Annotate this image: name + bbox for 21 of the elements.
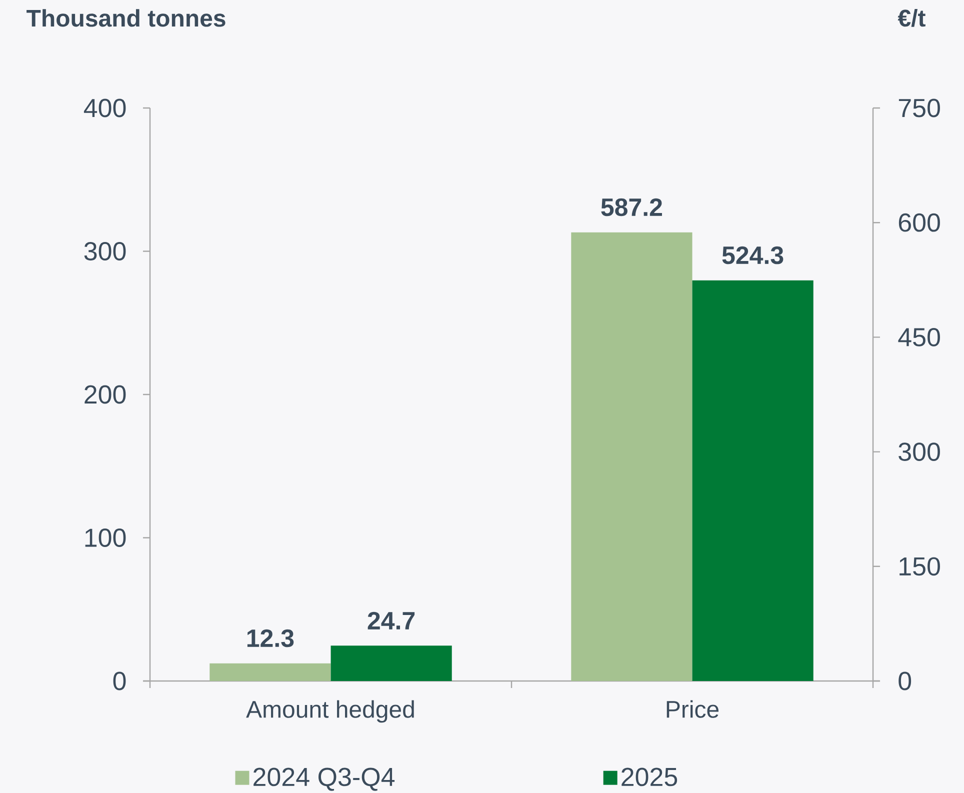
y-tick-label: 300 bbox=[84, 242, 126, 260]
y2-axis-title: €/t bbox=[898, 9, 926, 27]
data-label: 12.3 bbox=[247, 629, 294, 648]
y2-tick-label: 600 bbox=[898, 213, 940, 232]
y2-tick-label: 450 bbox=[898, 328, 940, 346]
y-tick-label: 100 bbox=[85, 528, 126, 547]
y2-tick-label: 750 bbox=[898, 98, 940, 118]
x-tick-label: Price bbox=[666, 700, 719, 718]
data-label: 24.7 bbox=[368, 612, 415, 630]
y-axis-title: Thousand tonnes bbox=[26, 9, 226, 27]
legend-label: 2025 bbox=[622, 768, 678, 786]
y2-tick-label: 0 bbox=[898, 672, 912, 690]
y-tick-label: 200 bbox=[84, 385, 126, 404]
y2-tick-label: 150 bbox=[900, 557, 940, 576]
data-label: 524.3 bbox=[722, 246, 784, 264]
legend-label: 2024 Q3-Q4 bbox=[254, 768, 395, 791]
x-tick-label: Amount hedged bbox=[246, 700, 414, 723]
data-label: 587.2 bbox=[601, 198, 662, 216]
y-tick-label: 0 bbox=[113, 672, 126, 690]
y-tick-label: 400 bbox=[84, 98, 126, 118]
y2-tick-label: 300 bbox=[898, 442, 940, 461]
